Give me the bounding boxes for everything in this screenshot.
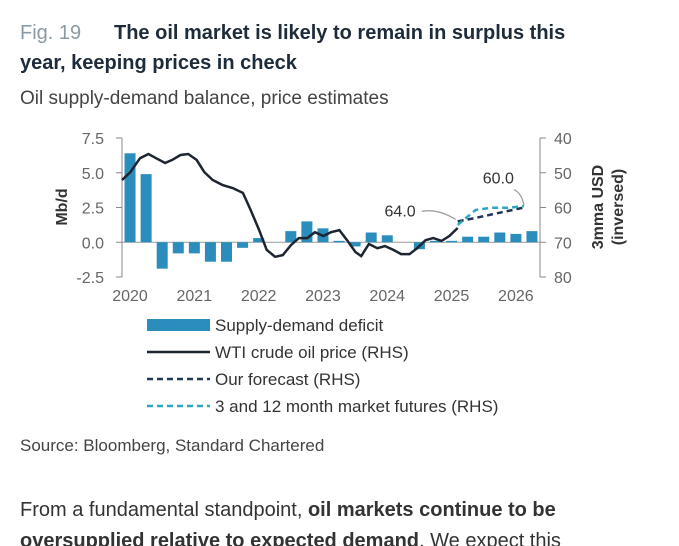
bar — [462, 236, 474, 243]
body-run: oil markets continue to be — [308, 499, 556, 521]
bar — [381, 235, 393, 243]
y2-tick-label: 80 — [554, 270, 572, 287]
x-tick-label: 2024 — [369, 288, 405, 305]
bar — [430, 240, 441, 243]
bar — [237, 242, 249, 248]
data-label: 64.0 — [385, 203, 416, 220]
y2-tick-label: 50 — [554, 166, 572, 183]
annotation-connector — [421, 210, 456, 220]
y2-axis-title: (inversed) — [610, 169, 627, 245]
x-tick-label: 2025 — [434, 288, 470, 305]
chart-subtitle: Oil supply-demand balance, price estimat… — [20, 88, 389, 109]
legend-label: WTI crude oil price (RHS) — [215, 343, 409, 362]
y2-tick-label: 40 — [554, 131, 572, 148]
bar — [526, 231, 538, 243]
body-run: oversupplied relative to expected demand — [20, 530, 419, 546]
bar — [349, 242, 361, 247]
legend-swatch — [147, 319, 210, 331]
annotation-connector — [513, 188, 525, 206]
bar — [510, 233, 522, 243]
legend-label: 3 and 12 month market futures (RHS) — [215, 397, 498, 416]
chart-title: year, keeping prices in check — [20, 52, 298, 74]
figure-label: Fig. 19 — [20, 22, 81, 44]
bar — [301, 221, 313, 243]
line — [121, 152, 459, 259]
x-tick-label: 2020 — [112, 288, 148, 305]
bar — [365, 232, 377, 243]
body-line: From a fundamental standpoint, oil marke… — [20, 499, 556, 521]
bar — [253, 238, 265, 243]
legend-label: Supply-demand deficit — [215, 316, 383, 335]
source-note: Source: Bloomberg, Standard Chartered — [20, 436, 324, 455]
line — [456, 204, 525, 226]
bar — [446, 240, 458, 243]
line — [457, 206, 525, 223]
body-run: . We expect this — [419, 530, 561, 546]
bar — [478, 236, 490, 243]
body-text: From a fundamental standpoint, oil marke… — [20, 499, 561, 546]
bar — [333, 240, 345, 243]
y-axis-title: Mb/d — [54, 188, 71, 225]
bar — [156, 242, 168, 269]
y-tick-label: 0.0 — [82, 235, 104, 252]
bar — [221, 242, 232, 262]
bar — [188, 242, 200, 254]
y-tick-label: 5.0 — [82, 166, 104, 183]
bar — [204, 242, 216, 262]
y-tick-label: -2.5 — [76, 270, 104, 287]
y2-tick-label: 70 — [554, 235, 572, 252]
x-tick-label: 2021 — [177, 288, 213, 305]
bar — [172, 242, 184, 254]
x-tick-label: 2023 — [305, 288, 341, 305]
y2-tick-label: 60 — [554, 201, 572, 218]
bar — [124, 153, 136, 243]
x-tick-label: 2026 — [498, 288, 534, 305]
y-tick-label: 2.5 — [82, 201, 104, 218]
legend-label: Our forecast (RHS) — [215, 370, 360, 389]
y-tick-label: 7.5 — [82, 131, 104, 148]
bar — [285, 231, 297, 243]
data-label: 60.0 — [483, 171, 514, 188]
y2-axis-title: 3mma USD — [590, 165, 607, 249]
bar — [494, 232, 506, 243]
bar — [140, 174, 152, 243]
body-run: From a fundamental standpoint, — [20, 499, 308, 521]
chart-title: The oil market is likely to remain in su… — [114, 22, 565, 44]
x-tick-label: 2022 — [241, 288, 277, 305]
body-line: oversupplied relative to expected demand… — [20, 530, 561, 546]
